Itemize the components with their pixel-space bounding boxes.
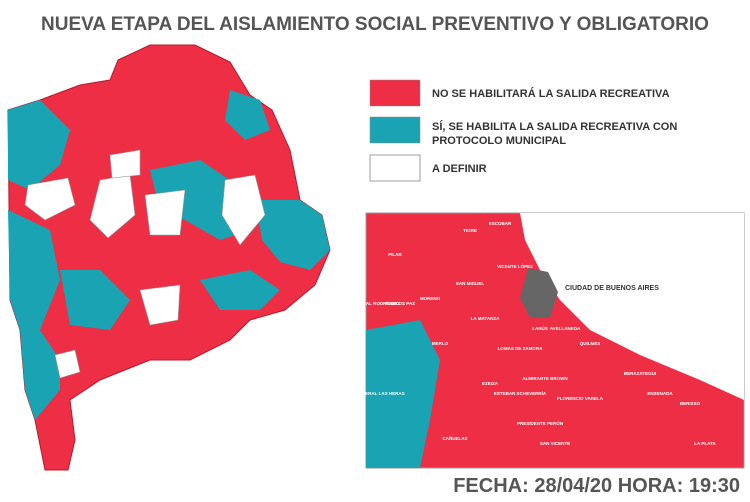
district-label: GENERAL RODRÍGUEZ	[350, 299, 400, 306]
district-label: ENSENADA	[647, 391, 673, 396]
legend: NO SE HABILITARÁ LA SALIDA RECREATIVA SÍ…	[369, 79, 677, 182]
district-label: FLORENCIO VARELA	[557, 396, 604, 401]
legend-swatch	[369, 116, 421, 144]
district-label: CAÑUELAS	[442, 435, 467, 441]
district-label: TIGRE	[463, 228, 477, 233]
district-label: AVELLANEDA	[550, 326, 581, 331]
district-label: SAN VICENTE	[540, 441, 570, 446]
title: NUEVA ETAPA DEL AISLAMIENTO SOCIAL PREVE…	[41, 14, 709, 35]
district-label: GENERAL LAS HERAS	[355, 391, 404, 396]
district-label: LA MATANZA	[471, 316, 500, 321]
district-label: ALMIRANTE BROWN	[522, 376, 567, 381]
district-label: EZEIZA	[482, 381, 499, 386]
district-label: MORENO	[420, 296, 441, 301]
footer-date: FECHA: 28/04/20 HORA: 19:30	[453, 475, 740, 497]
district-label: VICENTE LÓPEZ	[497, 262, 533, 269]
district-label: LOMAS DE ZAMORA	[498, 346, 543, 351]
legend-label: SÍ, SE HABILITA LA SALIDA RECREATIVA CON…	[432, 120, 677, 147]
district-label: PRESIDENTE PERÓN	[517, 419, 563, 426]
legend-swatch	[369, 154, 421, 182]
district-label: SAN MIGUEL	[456, 281, 485, 286]
province-map	[7, 44, 331, 471]
district-label: BERISSO	[680, 401, 701, 406]
legend-label: NO SE HABILITARÁ LA SALIDA RECREATIVA	[432, 87, 670, 100]
legend-label: A DEFINIR	[432, 163, 487, 175]
district-label: LA PLATA	[694, 441, 716, 446]
district-label: LANÚS	[532, 325, 548, 331]
district-label: MERLO	[432, 341, 449, 346]
city-label: CIUDAD DE BUENOS AIRES	[565, 285, 659, 292]
district-label: ESTEBAN ECHEVERRÍA	[494, 389, 547, 396]
district-label: QUILMES	[580, 341, 601, 346]
district-label: MARCOS PAZ	[385, 301, 415, 306]
inset-map: CIUDAD DE BUENOS AIRES PILAR TIGRE ESCOBAR…	[350, 212, 745, 469]
legend-swatch	[369, 79, 421, 107]
district-label: ESCOBAR	[489, 221, 512, 226]
district-label: PILAR	[388, 252, 402, 257]
district-label: BERAZATEGUI	[624, 371, 656, 376]
